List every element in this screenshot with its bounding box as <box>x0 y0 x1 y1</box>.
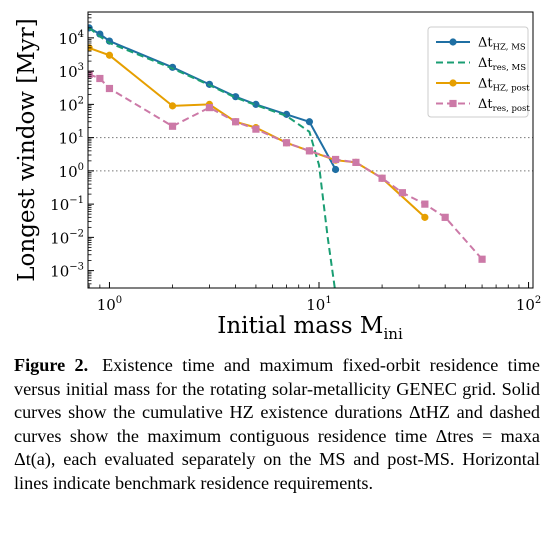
data-point <box>105 84 114 93</box>
data-point <box>331 155 340 164</box>
data-point <box>282 139 291 147</box>
legend-label: ΔtHZ, MS <box>478 36 526 53</box>
y-tick-label: 10−3 <box>50 262 84 281</box>
data-point <box>352 158 360 166</box>
legend-marker <box>449 38 457 46</box>
data-point <box>421 200 429 208</box>
x-tick-label: 100 <box>97 295 122 314</box>
data-point <box>168 102 177 110</box>
data-point <box>168 122 177 130</box>
x-tick-label: 102 <box>516 295 541 314</box>
y-tick-label: 10−2 <box>50 228 84 247</box>
series-2 <box>88 27 336 288</box>
series-1 <box>88 24 340 174</box>
series-layer <box>88 24 486 288</box>
legend-marker <box>449 99 457 108</box>
data-point <box>305 118 314 126</box>
data-point <box>331 165 340 174</box>
data-point <box>441 213 449 221</box>
series-line <box>88 73 483 260</box>
legend-label: Δtres, post <box>478 97 530 114</box>
caption-label: Figure 2. <box>14 355 89 375</box>
figure-caption: Figure 2. Existence time and maximum fixe… <box>14 354 540 495</box>
caption-text: Existence time and maximum fixed-orbit r… <box>14 355 540 493</box>
data-point <box>252 125 260 133</box>
legend-label: Δtres, MS <box>478 56 526 73</box>
legend-label: ΔtHZ, post <box>478 77 530 94</box>
data-point <box>421 213 429 221</box>
chart: 100 101 102 104 103 102 101 100 10−1 10−2 10−3 In… <box>14 11 541 340</box>
y-tick-label: 104 <box>59 29 84 48</box>
x-axis-title: Initial mass Mini <box>217 313 403 340</box>
y-tick-label: 100 <box>59 162 84 181</box>
data-point <box>232 93 240 101</box>
y-tick-label: 103 <box>59 62 84 81</box>
data-point <box>252 100 260 108</box>
y-tick-label: 10−1 <box>50 195 84 214</box>
data-point <box>105 51 114 59</box>
data-point <box>232 118 240 126</box>
y-axis-title: Longest window [Myr] <box>14 18 40 282</box>
data-point <box>205 103 214 112</box>
y-axis: 104 103 102 101 100 10−1 10−2 10−3 <box>50 11 94 289</box>
legend-box <box>427 26 529 118</box>
plot-frame <box>87 11 534 289</box>
data-point <box>398 189 406 197</box>
legend-marker <box>449 79 457 87</box>
x-tick-label: 101 <box>306 295 331 314</box>
series-line <box>88 27 336 288</box>
data-point <box>378 174 386 182</box>
series-4 <box>88 70 486 263</box>
data-point <box>168 63 177 71</box>
legend: ΔtHZ, MS Δtres, MS ΔtHZ, post Δtres, post <box>427 26 530 118</box>
x-axis: 100 101 102 <box>88 282 541 314</box>
data-point <box>478 255 486 263</box>
y-tick-label: 102 <box>59 95 84 114</box>
data-point <box>305 147 314 155</box>
y-tick-label: 101 <box>59 129 84 148</box>
data-point <box>96 74 104 83</box>
